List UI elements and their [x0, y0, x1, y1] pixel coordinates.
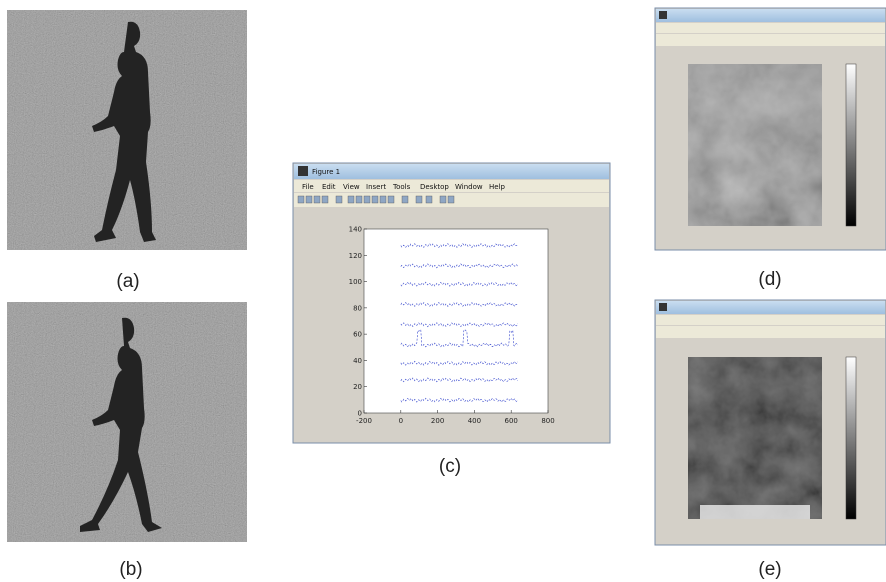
x-tick-label: 0 [399, 417, 403, 425]
toolbar-icon [379, 195, 387, 204]
menu-item[interactable]: Window [455, 183, 483, 191]
signal-trace [400, 360, 519, 366]
x-tick-label: -200 [356, 417, 372, 425]
signal-trace [400, 263, 519, 269]
toolbar-icon [355, 195, 363, 204]
window-title: Figure 1 [312, 168, 340, 176]
title-bar [656, 9, 885, 22]
menu-item[interactable]: Edit [322, 183, 336, 191]
y-tick-label: 40 [353, 357, 362, 365]
toolbar-icon [425, 195, 433, 204]
x-tick-label: 200 [431, 417, 444, 425]
photo-a [7, 10, 247, 250]
signal-trace [400, 301, 519, 307]
toolbar-icon [401, 195, 409, 204]
toolbar [656, 326, 885, 338]
signal-trace [400, 322, 519, 328]
toolbar-icon [387, 195, 395, 204]
menu-item[interactable]: Insert [366, 183, 386, 191]
toolbar-icon [371, 195, 379, 204]
signal-trace [400, 243, 519, 248]
toolbar-icon [297, 195, 305, 204]
matlab-window: Figure 1 File Edit View Insert Tools Des… [292, 162, 611, 444]
toolbar-icon [305, 195, 313, 204]
y-tick-label: 0 [358, 410, 362, 418]
menu-item[interactable]: Help [489, 183, 506, 191]
toolbar-icon [335, 195, 343, 204]
matlab-window [654, 299, 886, 546]
y-tick-label: 80 [353, 304, 362, 312]
toolbar [656, 34, 885, 46]
menu-item[interactable]: View [343, 183, 360, 191]
y-tick-label: 100 [349, 278, 362, 286]
x-tick-label: 400 [468, 417, 481, 425]
colorbar [845, 356, 857, 520]
toolbar-icon [439, 195, 447, 204]
toolbar-icons [297, 195, 455, 204]
title-bar [656, 301, 885, 314]
panel-label: (e) [758, 559, 781, 580]
photo-b [7, 302, 247, 542]
menu-item[interactable]: File [302, 183, 314, 191]
menu-item[interactable]: Tools [392, 183, 411, 191]
flow-texture [688, 64, 822, 226]
colorbar [845, 63, 857, 227]
toolbar-icon [363, 195, 371, 204]
toolbar-icon [415, 195, 423, 204]
person [92, 21, 156, 243]
window-icon [659, 11, 667, 19]
x-tick-label: 800 [541, 417, 554, 425]
y-tick-label: 60 [353, 331, 362, 339]
menu-bar [656, 23, 885, 33]
window-icon [298, 166, 308, 176]
y-tick-label: 120 [349, 252, 362, 260]
menu-item[interactable]: Desktop [420, 183, 449, 191]
person [80, 317, 162, 532]
toolbar-icon [321, 195, 329, 204]
bright-edge [700, 505, 810, 519]
menu-bar [294, 180, 609, 192]
title-bar [294, 164, 609, 179]
signal-trace [400, 397, 519, 403]
window-icon [659, 303, 667, 311]
signal-trace [400, 377, 519, 383]
flow-texture [688, 357, 822, 519]
menu-bar [656, 315, 885, 325]
plot-area [363, 228, 549, 414]
signal-trace [400, 281, 519, 287]
panel-label: (b) [119, 559, 142, 580]
x-tick-label: 600 [505, 417, 518, 425]
signal-trace [400, 328, 519, 348]
toolbar-icon [313, 195, 321, 204]
panel-label: (d) [758, 269, 781, 290]
matlab-window [654, 7, 886, 251]
toolbar-icon [447, 195, 455, 204]
panel-label: (a) [116, 271, 139, 292]
toolbar-icon [347, 195, 355, 204]
y-tick-label: 140 [349, 226, 362, 234]
panel-label: (c) [439, 456, 461, 477]
y-tick-label: 20 [353, 383, 362, 391]
